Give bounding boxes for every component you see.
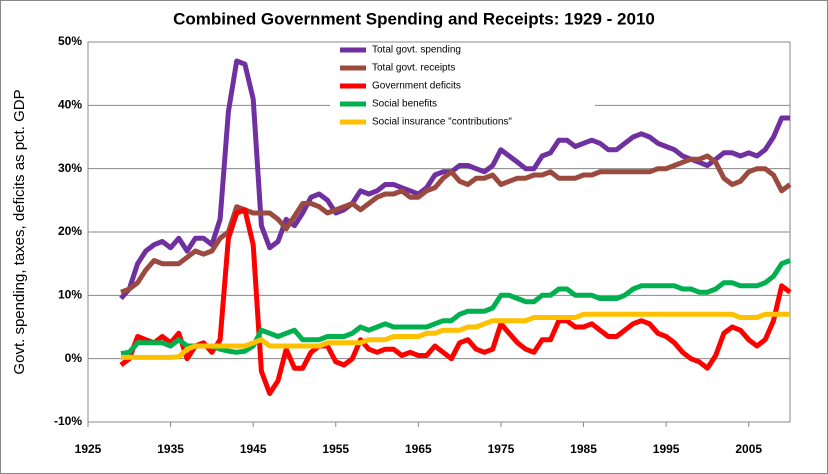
x-tick-label: 1955 — [322, 442, 349, 456]
x-tick-label: 1975 — [488, 442, 515, 456]
y-tick-label: 50% — [58, 34, 82, 48]
legend-box — [330, 44, 595, 132]
x-tick-label: 1925 — [75, 442, 102, 456]
legend-label: Social benefits — [372, 99, 437, 110]
y-axis-label: Govt. spending, taxes, deficits as pct. … — [11, 89, 28, 374]
y-tick-label: 30% — [58, 161, 82, 175]
x-tick-label: 1945 — [240, 442, 267, 456]
y-tick-label: -10% — [54, 414, 82, 428]
x-tick-label: 1965 — [405, 442, 432, 456]
y-tick-label: 20% — [58, 224, 82, 238]
legend-label: Government deficits — [372, 81, 461, 92]
y-tick-label: 0% — [65, 351, 83, 365]
series-line — [121, 311, 790, 360]
series-line — [120, 258, 791, 357]
legend-label: Total govt. spending — [372, 45, 461, 56]
legend-label: Social insurance "contributions" — [372, 117, 512, 128]
x-tick-label: 2005 — [735, 442, 762, 456]
x-tick-label: 1935 — [157, 442, 184, 456]
x-tick-label: 1985 — [570, 442, 597, 456]
y-tick-label: 10% — [58, 288, 82, 302]
x-tick-label: 1995 — [653, 442, 680, 456]
series-line — [119, 207, 792, 396]
legend-label: Total govt. receipts — [372, 63, 455, 74]
y-tick-label: 40% — [58, 98, 82, 112]
chart-title: Combined Government Spending and Receipt… — [173, 9, 655, 28]
plot-border — [87, 41, 791, 423]
series-line — [119, 58, 790, 301]
